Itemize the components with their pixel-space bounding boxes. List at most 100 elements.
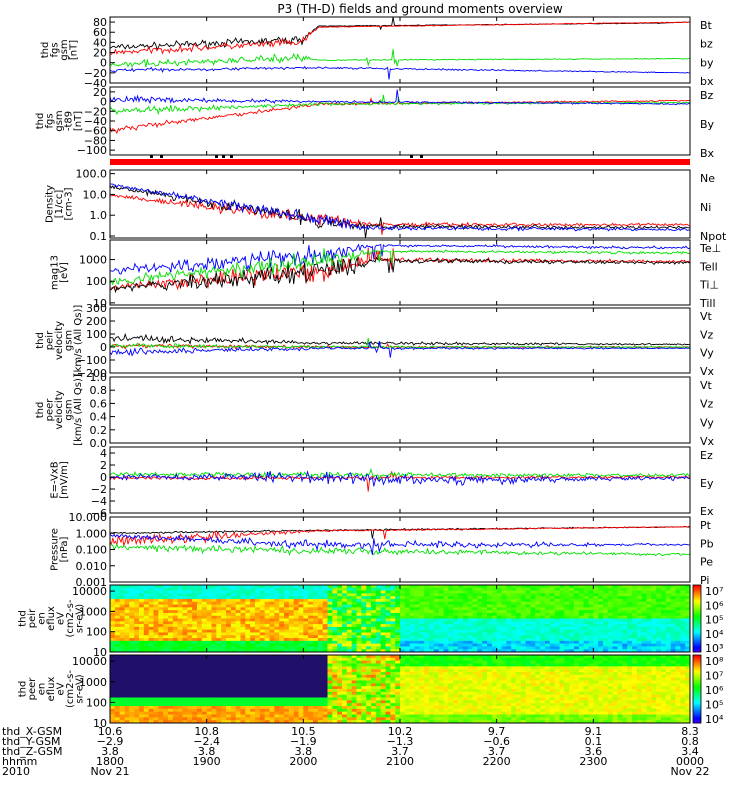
heatmap-cell [453, 677, 459, 681]
heatmap-cell [443, 604, 449, 608]
heatmap-cell [298, 598, 304, 603]
heatmap-cell [288, 643, 295, 647]
heatmap-cell [322, 711, 328, 715]
heatmap-cell [424, 643, 430, 647]
heatmap-cell [559, 607, 565, 611]
heatmap-cell [187, 683, 193, 687]
heatmap-cell [172, 610, 179, 614]
heatmap-cell [337, 601, 343, 605]
heatmap-cell [467, 643, 473, 647]
series-line-Ey [109, 467, 691, 482]
heatmap-cell [124, 587, 130, 591]
heatmap-cell [395, 607, 401, 611]
heatmap-cell [501, 635, 507, 639]
heatmap-cell [206, 596, 212, 600]
heatmap-cell [269, 643, 275, 647]
heatmap-cell [375, 720, 382, 724]
heatmap-cell [414, 666, 420, 670]
heatmap-cell [501, 607, 507, 611]
heatmap-cell [482, 601, 488, 605]
heatmap-cell [216, 666, 222, 670]
heatmap-cell [351, 694, 357, 698]
heatmap-cell [269, 672, 275, 676]
heatmap-cell [385, 669, 391, 673]
heatmap-cell [525, 640, 531, 645]
heatmap-cell [114, 663, 121, 667]
heatmap-cell [308, 717, 314, 721]
heatmap-cell [235, 703, 241, 707]
heatmap-cell [134, 618, 140, 622]
heatmap-cell [390, 626, 396, 631]
heatmap-cell [303, 593, 309, 597]
heatmap-cell [114, 604, 121, 608]
heatmap-cell [622, 610, 628, 614]
heatmap-cell [641, 626, 647, 631]
heatmap-cell [395, 711, 401, 715]
heatmap-cell [549, 649, 556, 653]
heatmap-cell [443, 708, 449, 713]
heatmap-cell [264, 635, 270, 639]
y-axis-label-line: eV [56, 612, 67, 625]
heatmap-cell [636, 624, 643, 628]
heatmap-cell [235, 680, 241, 684]
heatmap-cell [395, 657, 401, 662]
heatmap-cell [259, 646, 266, 650]
heatmap-cell [675, 643, 681, 647]
heatmap-cell [670, 626, 676, 631]
heatmap-cell [226, 618, 232, 622]
heatmap-cell [317, 697, 324, 701]
heatmap-cell [540, 612, 546, 617]
heatmap-cell [221, 697, 227, 701]
heatmap-cell [245, 629, 251, 633]
heatmap-cell [221, 615, 227, 619]
heatmap-cell [361, 691, 367, 696]
heatmap-cell [119, 626, 125, 631]
heatmap-cell [308, 593, 314, 597]
heatmap-cell [148, 703, 154, 707]
heatmap-cell [298, 706, 304, 710]
heatmap-cell [665, 601, 672, 605]
heatmap-cell [380, 720, 386, 724]
heatmap-cell [400, 587, 406, 591]
heatmap-cell [409, 607, 415, 611]
heatmap-cell [477, 598, 483, 603]
heatmap-cell [322, 598, 328, 603]
y-axis-label-line: gsm [64, 399, 75, 420]
heatmap-cell [163, 672, 169, 676]
heatmap-cell [448, 700, 454, 704]
heatmap-cell [197, 689, 203, 693]
heatmap-cell [390, 593, 396, 597]
heatmap-cell [274, 708, 280, 713]
heatmap-cell [346, 686, 353, 690]
heatmap-cell [245, 646, 251, 650]
heatmap-cell [255, 706, 261, 710]
heatmap-cell [361, 612, 367, 617]
heatmap-cell [259, 612, 266, 617]
heatmap-cell [627, 587, 633, 591]
heatmap-cell [443, 643, 449, 647]
heatmap-cell [356, 674, 362, 679]
heatmap-cell [308, 615, 314, 619]
heatmap-cell [603, 635, 609, 639]
heatmap-cell [192, 711, 198, 715]
heatmap-cell [516, 587, 522, 591]
heatmap-cell [139, 632, 145, 636]
heatmap-cell [284, 683, 290, 687]
colorbar-cell [693, 631, 701, 634]
heatmap-cell [424, 632, 430, 636]
heatmap-cell [250, 607, 256, 611]
heatmap-cell [588, 621, 594, 625]
heatmap-cell [303, 587, 309, 591]
heatmap-cell [414, 612, 420, 617]
heatmap-cell [482, 624, 488, 628]
heatmap-cell [506, 629, 512, 633]
heatmap-cell [298, 669, 304, 673]
heatmap-cell [419, 714, 425, 718]
heatmap-cell [656, 632, 662, 636]
heatmap-cell [356, 700, 362, 704]
heatmap-cell [346, 706, 353, 710]
heatmap-cell [665, 604, 672, 608]
heatmap-cell [250, 677, 256, 681]
heatmap-cell [274, 660, 280, 664]
heatmap-cell [356, 694, 362, 698]
